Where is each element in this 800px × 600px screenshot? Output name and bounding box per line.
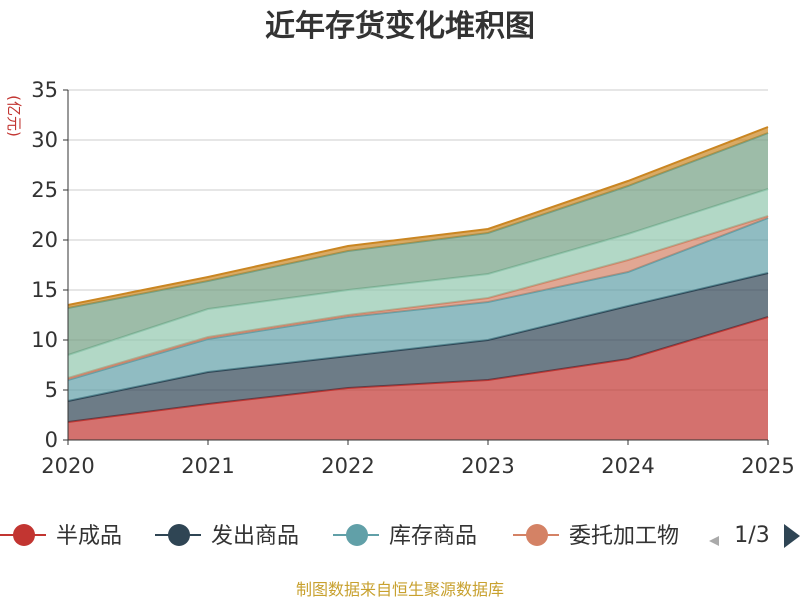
legend-item-1[interactable]: 发出商品 [155, 524, 299, 549]
area-4 [68, 189, 768, 378]
data-source-footer: 制图数据来自恒生聚源数据库 [296, 580, 504, 599]
y-tick-label: 25 [31, 178, 58, 202]
y-tick-label: 15 [31, 278, 58, 302]
legend-marker [13, 524, 35, 546]
legend-marker [526, 524, 548, 546]
y-tick-label: 20 [31, 228, 58, 252]
area-series-group [67, 126, 769, 440]
area-5 [68, 133, 768, 355]
x-tick-label: 2024 [601, 454, 654, 478]
legend-label: 库存商品 [389, 524, 477, 549]
legend-prev-icon[interactable] [709, 536, 719, 546]
x-tick-label: 2020 [41, 454, 94, 478]
legend-label: 半成品 [56, 524, 122, 549]
area-1 [68, 273, 768, 422]
x-tick-label: 2022 [321, 454, 374, 478]
legend-label: 发出商品 [211, 524, 299, 549]
area-line-6 [67, 126, 769, 306]
y-tick-label: 0 [45, 428, 58, 452]
y-axis-label: (亿元) [5, 95, 23, 137]
legend-marker [168, 524, 190, 546]
chart-title: 近年存货变化堆积图 [265, 9, 535, 44]
y-tick-label: 5 [45, 378, 58, 402]
legend-page-indicator: 1/3 [734, 523, 769, 548]
legend-label: 委托加工物 [569, 524, 679, 549]
legend-marker [346, 524, 368, 546]
legend-item-2[interactable]: 库存商品 [333, 524, 477, 549]
legend-item-3[interactable]: 委托加工物 [513, 524, 679, 549]
y-tick-label: 30 [31, 128, 58, 152]
area-0 [68, 317, 768, 440]
legend-item-0[interactable]: 半成品 [0, 524, 122, 549]
x-tick-label: 2023 [461, 454, 514, 478]
x-tick-label: 2021 [181, 454, 234, 478]
legend-next-icon[interactable] [784, 524, 800, 548]
y-tick-label: 10 [31, 328, 58, 352]
x-tick-label: 2025 [741, 454, 794, 478]
y-tick-label: 35 [31, 78, 58, 102]
legend: 半成品 发出商品 库存商品 委托加工物 [0, 524, 679, 549]
